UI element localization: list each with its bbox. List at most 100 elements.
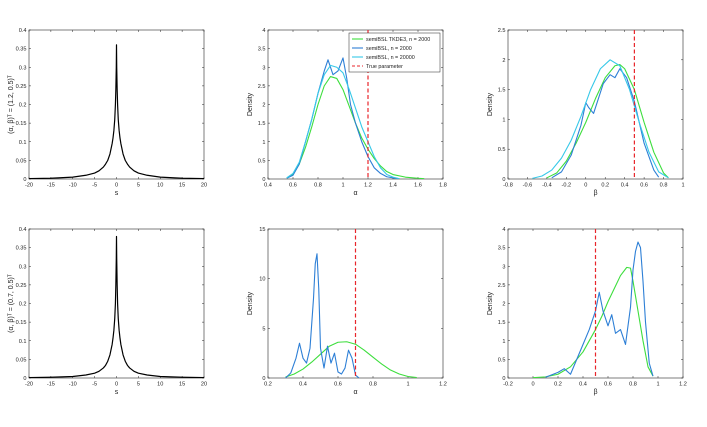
y-tick-label: 3 (502, 264, 505, 270)
y-tick-label: 10 (259, 277, 265, 283)
series-line-0 (532, 266, 654, 378)
y-tick-label: 3.5 (258, 47, 266, 53)
x-axis-label: β (593, 389, 597, 396)
y-tick-label: 0.4 (19, 28, 27, 34)
y-tick-label: 2 (502, 58, 505, 64)
series-line-1 (545, 241, 654, 378)
series-line-0 (546, 64, 669, 179)
series-line-0 (29, 44, 204, 179)
x-axis-label: β (593, 190, 597, 197)
y-tick-label: 0.5 (498, 147, 506, 153)
x-tick-label: 0.4 (264, 183, 272, 189)
y-tick-label: 5 (262, 326, 265, 332)
x-tick-label: 1 (681, 183, 684, 189)
y-tick-label: 0.3 (19, 264, 27, 270)
x-tick-label: -0.2 (562, 183, 572, 189)
x-tick-label: -0.8 (503, 183, 513, 189)
y-tick-label: 4 (502, 227, 505, 233)
y-tick-label: 2.5 (498, 28, 506, 34)
x-tick-label: 10 (157, 183, 163, 189)
x-tick-label: 1.8 (439, 183, 447, 189)
x-tick-label: 1 (406, 382, 409, 388)
y-tick-label: 0.05 (16, 158, 27, 164)
x-tick-label: -5 (92, 382, 97, 388)
x-tick-label: -0.2 (503, 382, 513, 388)
y-tick-label: 1 (262, 140, 265, 146)
x-tick-label: -20 (25, 183, 33, 189)
x-tick-label: 1 (341, 183, 344, 189)
y-tick-label: 0 (262, 177, 265, 183)
x-tick-label: 0.8 (660, 183, 668, 189)
legend-box (348, 32, 441, 73)
x-tick-label: 15 (179, 183, 185, 189)
x-tick-label: -0.4 (542, 183, 552, 189)
chart-r2c2: 0.2 0.4 0.6 0.8 1 1.2 0 5 10 15 α Density (247, 227, 447, 396)
y-tick-label: 0.1 (19, 140, 27, 146)
y-tick-label: 3 (262, 65, 265, 71)
x-axis-label: α (353, 389, 357, 396)
x-axis-label: s (115, 389, 119, 396)
y-tick-label: 15 (259, 227, 265, 233)
x-tick-label: 0.8 (369, 382, 377, 388)
y-tick-label: 2.5 (498, 283, 506, 289)
y-axis-label: Density (487, 291, 494, 315)
x-tick-label: 0.4 (579, 382, 587, 388)
x-tick-label: 5 (137, 183, 140, 189)
y-tick-label: 0.35 (16, 47, 27, 53)
x-tick-label: -0.6 (523, 183, 533, 189)
x-tick-label: 0.4 (621, 183, 629, 189)
y-tick-label: 1.5 (498, 88, 506, 94)
chart-r1c1: -20 -15 -10 -5 0 5 10 15 20 0 0.05 0.1 0.15 0.2 0.25 0.… (8, 28, 207, 197)
x-tick-label: 10 (157, 382, 163, 388)
series-line-2 (286, 64, 400, 179)
series-line-1 (286, 57, 400, 179)
x-tick-label: 0.8 (629, 382, 637, 388)
y-tick-label: 0.5 (258, 158, 266, 164)
x-tick-label: -15 (47, 382, 55, 388)
x-tick-label: 0.6 (334, 382, 342, 388)
chart-r2c1: -20 -15 -10 -5 0 5 10 15 20 0 0.05 0.1 0.15 0.2 0.25 0.… (8, 227, 207, 396)
y-axis-label: Density (487, 92, 494, 116)
legend-label: True parameter (366, 64, 403, 70)
y-tick-label: 0 (262, 376, 265, 382)
x-tick-label: 1 (656, 382, 659, 388)
y-tick-label: 0.15 (16, 121, 27, 127)
x-tick-label: 0.6 (289, 183, 297, 189)
y-tick-label: 0.5 (498, 357, 506, 363)
y-tick-label: 0 (502, 177, 505, 183)
x-tick-label: 1.2 (439, 382, 447, 388)
y-tick-label: 3.5 (498, 246, 506, 252)
y-tick-label: 0.25 (16, 283, 27, 289)
chart-r2c3: -0.2 0 0.2 0.4 0.6 0.8 1 1.200.511.522.533.54βD… (487, 227, 687, 396)
y-tick-label: 0.3 (19, 65, 27, 71)
x-tick-label: 1.4 (389, 183, 397, 189)
x-tick-label: 1.6 (414, 183, 422, 189)
y-tick-label: 2 (262, 103, 265, 109)
legend-label: semiBSL, n = 2000 (366, 46, 412, 52)
x-tick-label: 20 (201, 382, 207, 388)
y-axis-label: Density (247, 291, 254, 315)
y-tick-label: 0.1 (19, 339, 27, 345)
y-tick-label: 0.05 (16, 357, 27, 363)
y-tick-label: 0.2 (19, 103, 27, 109)
y-tick-label: 0.25 (16, 84, 27, 90)
x-tick-label: 15 (179, 382, 185, 388)
series-line-1 (285, 253, 360, 378)
x-tick-label: -5 (92, 183, 97, 189)
x-tick-label: 0.8 (314, 183, 322, 189)
y-tick-label: 0.4 (19, 227, 27, 233)
x-tick-label: 0.6 (604, 382, 612, 388)
legend-label: semiBSL TKDE3, n = 2000 (366, 37, 430, 43)
x-axis-label: α (353, 190, 357, 197)
y-tick-label: 1 (502, 117, 505, 123)
chart-r1c2: 0.4 0.6 0.8 1 1.2 1.4 1.6 1.8 0 0.5 1 1.5 2 2.5 3 3.5 4 α… (247, 28, 447, 197)
x-tick-label: 0 (584, 183, 587, 189)
x-tick-label: 0.2 (601, 183, 609, 189)
axes-frame (507, 29, 684, 180)
y-tick-label: 1.5 (498, 320, 506, 326)
y-tick-label: 4 (262, 28, 265, 34)
x-tick-label: 0.4 (299, 382, 307, 388)
x-tick-label: 20 (201, 183, 207, 189)
y-tick-label: 0 (23, 376, 26, 382)
